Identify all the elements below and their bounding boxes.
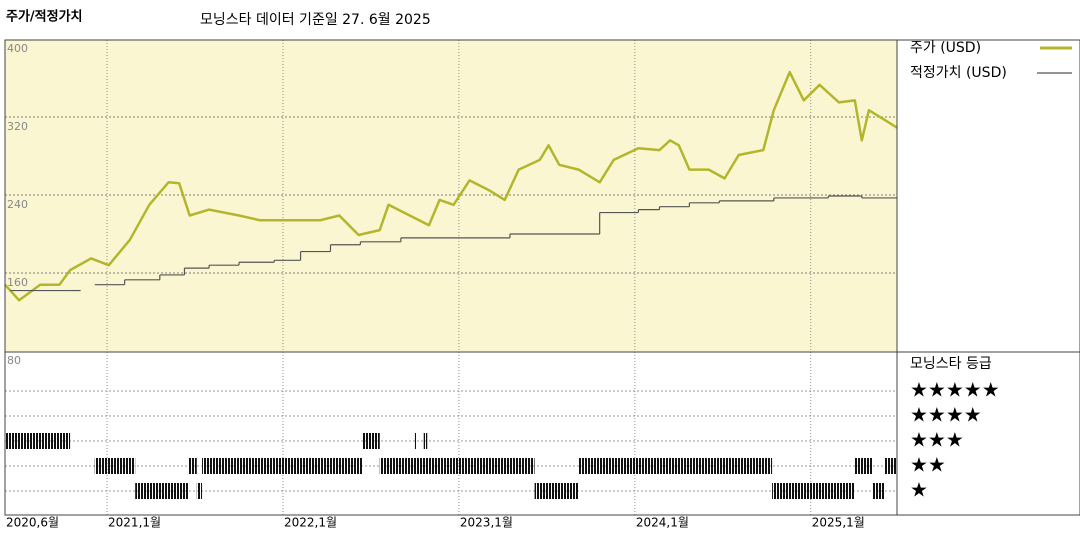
rating-band	[423, 433, 428, 449]
x-tick-label: 2020,6월	[6, 516, 59, 530]
rating-band	[135, 483, 188, 499]
legend-label: 주가 (USD)	[910, 40, 981, 56]
y-tick-label: 400	[7, 42, 28, 55]
rating-band	[379, 458, 535, 474]
x-tick-label: 2025,1월	[812, 516, 865, 530]
rating-band	[187, 458, 197, 474]
x-tick-label: 2022,1월	[284, 516, 337, 530]
rating-band	[362, 433, 380, 449]
x-tick-label: 2021,1월	[108, 516, 161, 530]
rating-level-label: ★★★	[910, 428, 964, 452]
chart-title: 주가/적정가치	[6, 9, 83, 25]
y-tick-label: 80	[7, 354, 21, 367]
x-tick-label: 2023,1월	[460, 516, 513, 530]
rating-band	[202, 458, 363, 474]
y-tick-label: 320	[7, 120, 28, 133]
rating-title: 모닝스타 등급	[910, 356, 992, 372]
rating-band	[196, 483, 203, 499]
rating-band	[5, 433, 71, 449]
rating-band	[772, 483, 855, 499]
rating-band	[94, 458, 136, 474]
rating-band	[872, 483, 885, 499]
price-line	[4, 70, 898, 302]
legend-label: 적정가치 (USD)	[910, 65, 1007, 81]
chart-subtitle: 모닝스타 데이터 기준일 27. 6월 2025	[200, 12, 431, 28]
rating-level-label: ★★	[910, 453, 946, 477]
rating-level-label: ★★★★★	[910, 378, 1000, 402]
y-tick-label: 160	[7, 276, 28, 289]
rating-band	[414, 433, 417, 449]
frame	[4, 39, 1080, 516]
price-panel	[5, 40, 897, 352]
rating-band	[884, 458, 897, 474]
rating-band	[534, 483, 579, 499]
x-tick-label: 2024,1월	[636, 516, 689, 530]
rating-band	[578, 458, 773, 474]
rating-level-label: ★★★★	[910, 403, 982, 427]
rating-level-label: ★	[910, 478, 928, 502]
y-tick-label: 240	[7, 198, 28, 211]
rating-band	[854, 458, 873, 474]
